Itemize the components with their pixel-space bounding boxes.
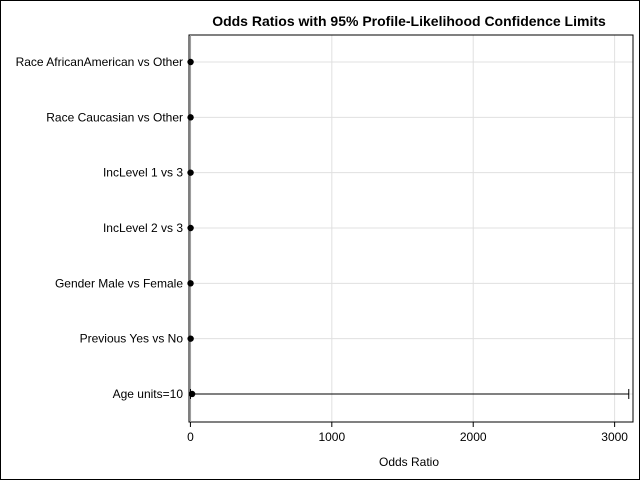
y-tick-label: IncLevel 1 vs 3	[103, 166, 183, 180]
chart-title: Odds Ratios with 95% Profile-Likelihood …	[212, 13, 606, 29]
x-tick-label: 2000	[460, 430, 487, 444]
odds-ratio-points	[187, 58, 196, 398]
odds-ratio-point	[187, 58, 194, 66]
y-tick-label: Gender Male vs Female	[55, 276, 183, 290]
y-tick-labels: Race AfricanAmerican vs Other Race Caucas…	[16, 55, 184, 401]
plot-area	[188, 34, 634, 423]
y-tick-label: Race AfricanAmerican vs Other	[16, 55, 183, 69]
odds-ratio-point	[187, 169, 194, 176]
y-tick-label: Race Caucasian vs Other	[46, 110, 183, 124]
y-tick-label: Previous Yes vs No	[80, 332, 184, 346]
confidence-intervals	[189, 388, 630, 399]
x-axis: 0 1000 2000 3000	[187, 422, 628, 444]
odds-ratio-point	[187, 280, 194, 287]
y-tick-label: IncLevel 2 vs 3	[103, 221, 183, 235]
odds-ratio-point	[187, 335, 194, 342]
grid-lines	[189, 35, 633, 422]
x-tick-label: 1000	[318, 430, 345, 444]
odds-ratio-point	[188, 390, 196, 398]
x-tick-label: 0	[187, 430, 194, 444]
odds-ratio-point	[187, 114, 194, 121]
odds-ratio-point	[187, 224, 194, 232]
x-tick-label: 3000	[601, 430, 628, 444]
x-axis-label: Odds Ratio	[379, 455, 439, 469]
y-tick-label: Age units=10	[113, 387, 184, 401]
